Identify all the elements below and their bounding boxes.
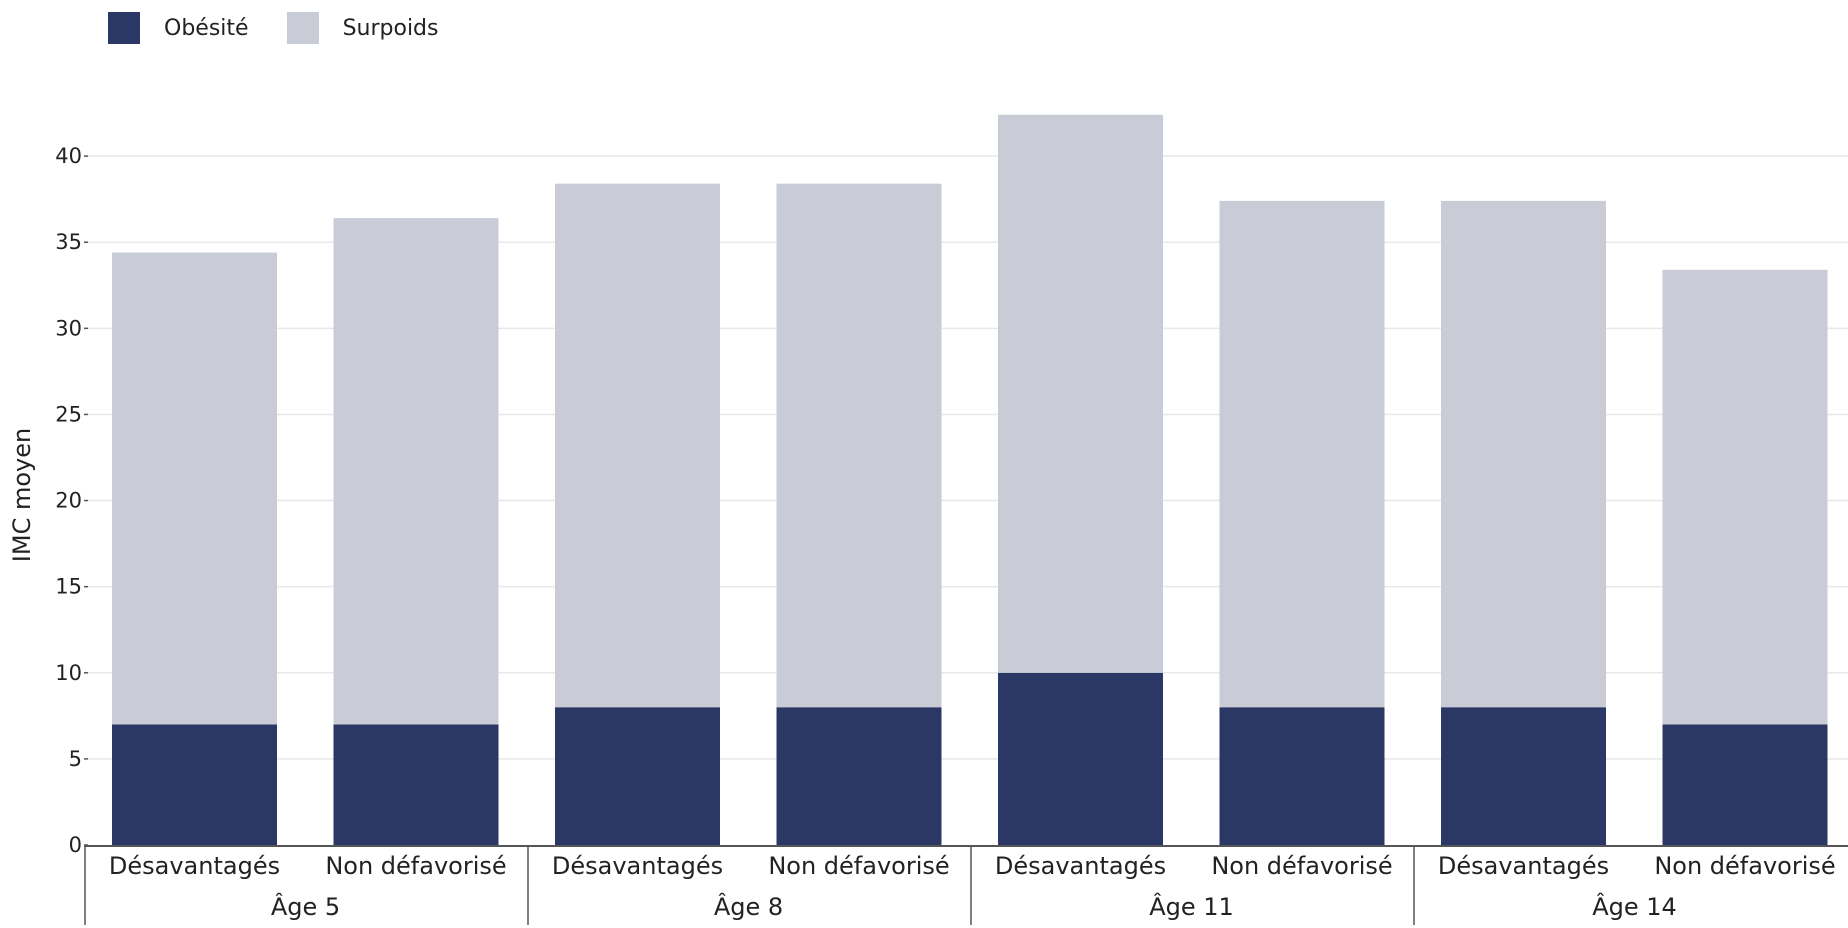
bar-surpoids-7 — [1662, 269, 1828, 725]
bar-surpoids-0 — [112, 252, 277, 725]
axes — [84, 155, 1848, 925]
y-tick-label-40: 40 — [55, 144, 82, 168]
x-category-label-4: Désavantagés — [995, 852, 1166, 880]
bar-ob-sit--4 — [998, 672, 1163, 845]
x-category-label-5: Non défavorisé — [1211, 852, 1392, 880]
x-group-label-2: Âge 11 — [1149, 892, 1234, 921]
bar-ob-sit--3 — [776, 707, 942, 845]
bar-surpoids-6 — [1441, 200, 1606, 708]
y-tick-label-10: 10 — [55, 661, 82, 685]
bar-surpoids-1 — [333, 218, 499, 725]
bar-ob-sit--7 — [1662, 724, 1828, 845]
legend-label-surpoids: Surpoids — [342, 15, 439, 41]
y-tick-label-5: 5 — [69, 747, 82, 771]
legend: Obésité Surpoids — [108, 12, 476, 44]
y-tick-label-15: 15 — [55, 575, 82, 599]
legend-item-surpoids[interactable]: Surpoids — [286, 12, 439, 44]
y-axis-title: IMC moyen — [8, 428, 36, 562]
bar-ob-sit--5 — [1219, 707, 1385, 845]
bar-surpoids-2 — [555, 183, 720, 708]
y-tick-label-0: 0 — [69, 833, 82, 857]
x-group-label-1: Âge 8 — [714, 892, 783, 921]
bar-ob-sit--1 — [333, 724, 499, 845]
x-category-label-3: Non défavorisé — [768, 852, 949, 880]
bars — [112, 114, 1828, 845]
x-category-label-7: Non défavorisé — [1654, 852, 1835, 880]
legend-label-obesite: Obésité — [164, 15, 249, 41]
legend-swatch-surpoids — [286, 12, 319, 44]
y-tick-label-35: 35 — [55, 230, 82, 254]
bar-ob-sit--6 — [1441, 707, 1606, 845]
x-category-label-6: Désavantagés — [1438, 852, 1609, 880]
x-category-label-1: Non défavorisé — [325, 852, 506, 880]
y-tick-label-20: 20 — [55, 489, 82, 513]
bar-ob-sit--2 — [555, 707, 720, 845]
bar-surpoids-5 — [1219, 200, 1385, 708]
x-group-label-3: Âge 14 — [1592, 892, 1677, 921]
bar-ob-sit--0 — [112, 724, 277, 845]
bar-surpoids-4 — [998, 114, 1163, 673]
legend-item-obesite[interactable]: Obésité — [108, 12, 249, 44]
y-tick-label-25: 25 — [55, 402, 82, 426]
y-tick-label-30: 30 — [55, 316, 82, 340]
bar-surpoids-3 — [776, 183, 942, 708]
x-category-label-2: Désavantagés — [552, 852, 723, 880]
x-category-label-0: Désavantagés — [109, 852, 280, 880]
x-group-label-0: Âge 5 — [271, 892, 340, 921]
legend-swatch-obesite — [108, 12, 140, 44]
labels: 0 5 10 15 20 25 30 35 40 Désavantagés Non défavori… — [55, 144, 1835, 921]
